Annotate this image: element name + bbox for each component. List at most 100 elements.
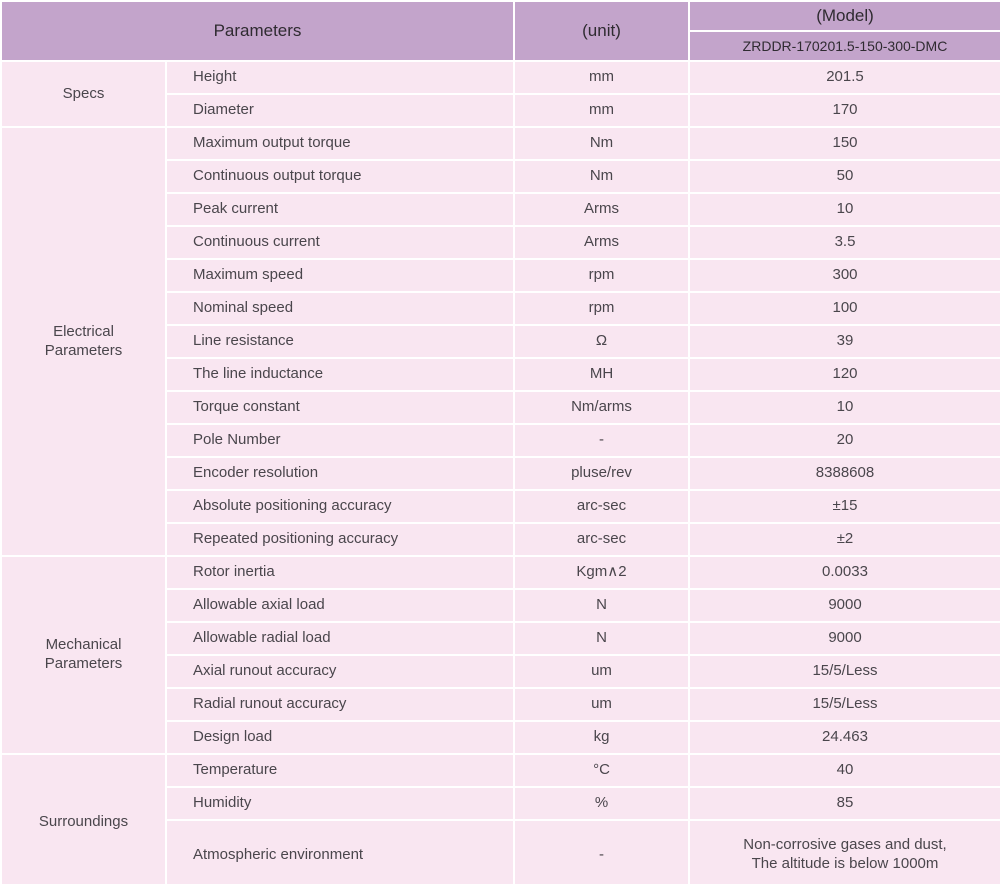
param-name: Rotor inertia bbox=[165, 555, 515, 590]
table-row: Allowable axial load N 9000 bbox=[1, 588, 1000, 623]
param-value: ±2 bbox=[688, 522, 1000, 557]
model-number: ZRDDR-170201.5-150-300-DMC bbox=[688, 30, 1000, 62]
table-row: Nominal speed rpm 100 bbox=[1, 291, 1000, 326]
param-name: Diameter bbox=[165, 93, 515, 128]
param-unit: pluse/rev bbox=[513, 456, 690, 491]
param-value: ±15 bbox=[688, 489, 1000, 524]
param-name: Design load bbox=[165, 720, 515, 755]
param-unit: - bbox=[513, 423, 690, 458]
param-name: Humidity bbox=[165, 786, 515, 821]
param-value: 120 bbox=[688, 357, 1000, 392]
param-unit: MH bbox=[513, 357, 690, 392]
param-unit: kg bbox=[513, 720, 690, 755]
header-unit: (unit) bbox=[513, 0, 690, 62]
table-row: Humidity % 85 bbox=[1, 786, 1000, 821]
table-row: Encoder resolution pluse/rev 8388608 bbox=[1, 456, 1000, 491]
param-name: Atmospheric environment bbox=[165, 819, 515, 884]
param-name: Maximum speed bbox=[165, 258, 515, 293]
table-row: Torque constant Nm/arms 10 bbox=[1, 390, 1000, 425]
param-name: Torque constant bbox=[165, 390, 515, 425]
param-unit: Arms bbox=[513, 225, 690, 260]
table-row: Specs Height mm 201.5 bbox=[0, 60, 1000, 128]
param-unit: mm bbox=[513, 93, 690, 128]
param-name: Continuous output torque bbox=[165, 159, 515, 194]
table-row: Peak current Arms 10 bbox=[1, 192, 1000, 227]
header-model: (Model) bbox=[688, 0, 1000, 32]
table-row: Mechanical Parameters Rotor inertia Kgm∧… bbox=[0, 555, 1000, 755]
param-name: Allowable axial load bbox=[165, 588, 515, 623]
param-unit: arc-sec bbox=[513, 489, 690, 524]
param-name: Height bbox=[165, 60, 515, 95]
group-surroundings: Surroundings bbox=[0, 753, 167, 884]
param-name: Peak current bbox=[165, 192, 515, 227]
param-unit: - bbox=[513, 819, 690, 884]
table-row: Pole Number - 20 bbox=[1, 423, 1000, 458]
param-value: 0.0033 bbox=[688, 555, 1000, 590]
table-row: Design load kg 24.463 bbox=[1, 720, 1000, 755]
param-unit: um bbox=[513, 654, 690, 689]
param-unit: Ω bbox=[513, 324, 690, 359]
param-unit: N bbox=[513, 621, 690, 656]
header-row-2: ZRDDR-170201.5-150-300-DMC bbox=[1, 30, 1000, 62]
param-name: Radial runout accuracy bbox=[165, 687, 515, 722]
param-unit: Kgm∧2 bbox=[513, 555, 690, 590]
table-header: Parameters (unit) (Model) ZRDDR-170201.5… bbox=[0, 0, 1000, 62]
param-value: 15/5/Less bbox=[688, 687, 1000, 722]
param-value: 9000 bbox=[688, 588, 1000, 623]
param-value: 40 bbox=[688, 753, 1000, 788]
table-row: Radial runout accuracy um 15/5/Less bbox=[1, 687, 1000, 722]
group-specs: Specs bbox=[0, 60, 167, 128]
param-unit: % bbox=[513, 786, 690, 821]
param-value: 39 bbox=[688, 324, 1000, 359]
table-row: Atmospheric environment - Non-corrosive … bbox=[1, 819, 1000, 884]
group-mechanical-parameters: Mechanical Parameters bbox=[0, 555, 167, 755]
param-name: Maximum output torque bbox=[165, 126, 515, 161]
param-value: 10 bbox=[688, 192, 1000, 227]
param-value: 201.5 bbox=[688, 60, 1000, 95]
param-name: Continuous current bbox=[165, 225, 515, 260]
param-value: 3.5 bbox=[688, 225, 1000, 260]
header-parameters: Parameters bbox=[0, 0, 515, 62]
param-name: Axial runout accuracy bbox=[165, 654, 515, 689]
table-row: Continuous current Arms 3.5 bbox=[1, 225, 1000, 260]
param-unit: um bbox=[513, 687, 690, 722]
param-unit: arc-sec bbox=[513, 522, 690, 557]
param-name: Repeated positioning accuracy bbox=[165, 522, 515, 557]
param-unit: mm bbox=[513, 60, 690, 95]
param-name: Nominal speed bbox=[165, 291, 515, 326]
param-value: 170 bbox=[688, 93, 1000, 128]
table-row: The line inductance MH 120 bbox=[1, 357, 1000, 392]
table-row: Maximum speed rpm 300 bbox=[1, 258, 1000, 293]
table-row: Line resistance Ω 39 bbox=[1, 324, 1000, 359]
param-name: Encoder resolution bbox=[165, 456, 515, 491]
param-value: 10 bbox=[688, 390, 1000, 425]
table-row: Repeated positioning accuracy arc-sec ±2 bbox=[1, 522, 1000, 557]
table-row: Surroundings Temperature °C 40 bbox=[0, 753, 1000, 884]
param-value: 20 bbox=[688, 423, 1000, 458]
param-name: Pole Number bbox=[165, 423, 515, 458]
param-unit: rpm bbox=[513, 291, 690, 326]
param-value: 50 bbox=[688, 159, 1000, 194]
header-row-1: Parameters (unit) (Model) bbox=[0, 0, 1000, 62]
table-row: Allowable radial load N 9000 bbox=[1, 621, 1000, 656]
param-unit: Nm bbox=[513, 126, 690, 161]
param-value: Non-corrosive gases and dust, The altitu… bbox=[688, 819, 1000, 884]
group-electrical-parameters: Electrical Parameters bbox=[0, 126, 167, 557]
table-row: Continuous output torque Nm 50 bbox=[1, 159, 1000, 194]
param-name: Line resistance bbox=[165, 324, 515, 359]
param-value: 100 bbox=[688, 291, 1000, 326]
param-name: Temperature bbox=[165, 753, 515, 788]
param-unit: N bbox=[513, 588, 690, 623]
param-unit: Nm/arms bbox=[513, 390, 690, 425]
param-unit: °C bbox=[513, 753, 690, 788]
param-value: 85 bbox=[688, 786, 1000, 821]
param-value: 300 bbox=[688, 258, 1000, 293]
param-unit: rpm bbox=[513, 258, 690, 293]
table-row: Axial runout accuracy um 15/5/Less bbox=[1, 654, 1000, 689]
param-value: 150 bbox=[688, 126, 1000, 161]
param-unit: Arms bbox=[513, 192, 690, 227]
param-value: 8388608 bbox=[688, 456, 1000, 491]
param-name: Absolute positioning accuracy bbox=[165, 489, 515, 524]
